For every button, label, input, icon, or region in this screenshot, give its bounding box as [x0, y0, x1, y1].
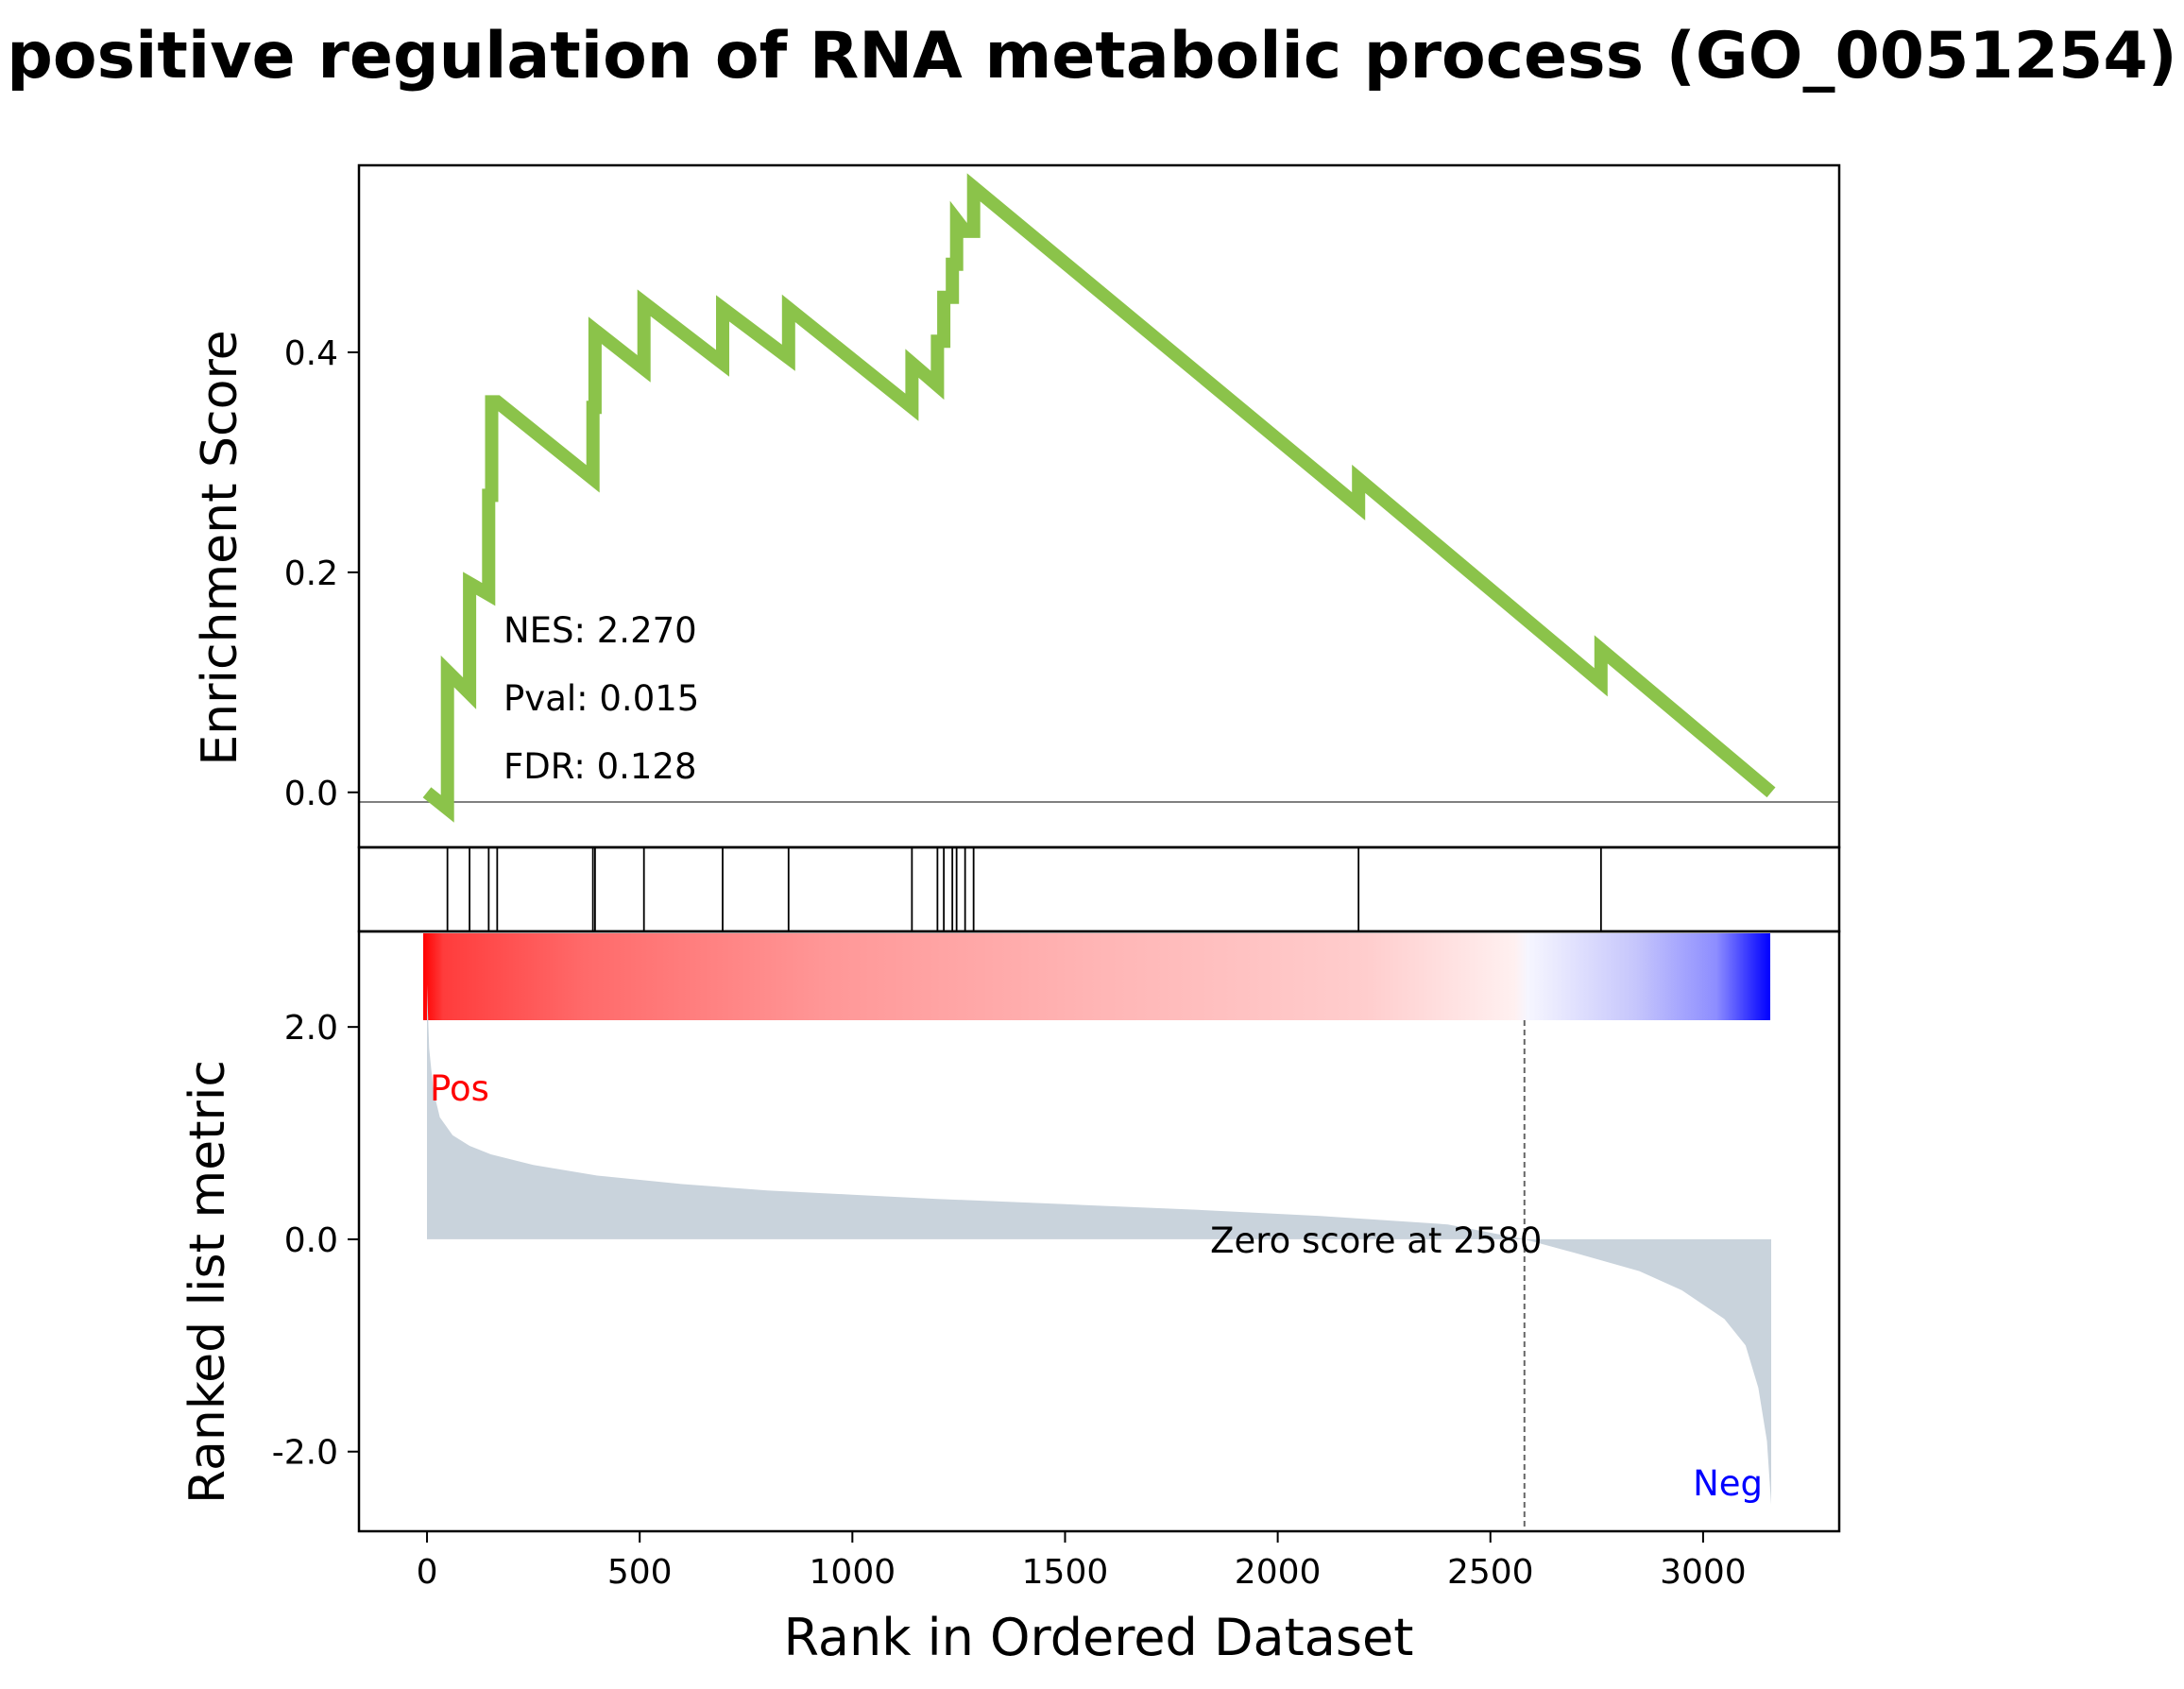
x-axis-label: Rank in Ordered Dataset: [784, 1608, 1414, 1667]
x-tick-label: 1000: [810, 1553, 896, 1592]
chart-title: positive regulation of RNA metabolic pro…: [7, 19, 2177, 94]
ranked-panel-frame: [357, 930, 1841, 1533]
es-y-tick-label: 0.0: [284, 775, 338, 813]
x-tick-label: 0: [417, 1553, 438, 1592]
es-y-ticks: 0.0 0.2 0.4: [284, 334, 359, 813]
rank-y-tick-label: -2.0: [272, 1434, 338, 1473]
hits-panel-frame: [357, 845, 1841, 933]
hit-lines: [446, 847, 1602, 931]
x-tick-label: 3000: [1660, 1553, 1747, 1592]
fdr-annotation: FDR: 0.128: [503, 746, 697, 787]
ranked-metric-area: [427, 984, 1771, 1505]
x-tick-label: 500: [607, 1553, 673, 1592]
rank-y-ticks: 2.0 0.0 -2.0: [272, 1009, 359, 1473]
es-y-tick-label: 0.4: [284, 334, 338, 373]
neg-label: Neg: [1693, 1463, 1763, 1504]
rank-y-tick-label: 0.0: [284, 1221, 338, 1260]
hits-panel: [357, 845, 1841, 933]
x-tick-label: 2500: [1447, 1553, 1534, 1592]
ranked-panel: Zero score at 2580 Pos Neg 2.0 0.0 -2.0 Ra…: [179, 930, 1841, 1533]
zero-score-label: Zero score at 2580: [1210, 1220, 1542, 1261]
es-y-axis-label: Enrichment Score: [192, 330, 248, 765]
rank-y-axis-label: Ranked list metric: [179, 1060, 236, 1504]
es-y-tick-label: 0.2: [284, 554, 338, 593]
x-axis-ticks: 0 500 1000 1500 2000 2500 3000: [417, 1531, 1747, 1592]
x-tick-label: 1500: [1022, 1553, 1109, 1592]
pos-label: Pos: [430, 1068, 489, 1109]
x-tick-label: 2000: [1235, 1553, 1322, 1592]
enrichment-score-line: [422, 173, 1776, 823]
pval-annotation: Pval: 0.015: [503, 678, 699, 719]
es-panel-frame: [357, 163, 1841, 849]
enrichment-panel: 0.0 0.2 0.4 Enrichment Score NES: 2.270 Pv…: [192, 163, 1841, 849]
rank-heatmap-bar: [423, 933, 1770, 1020]
rank-y-tick-label: 2.0: [284, 1009, 338, 1048]
nes-annotation: NES: 2.270: [503, 610, 697, 651]
